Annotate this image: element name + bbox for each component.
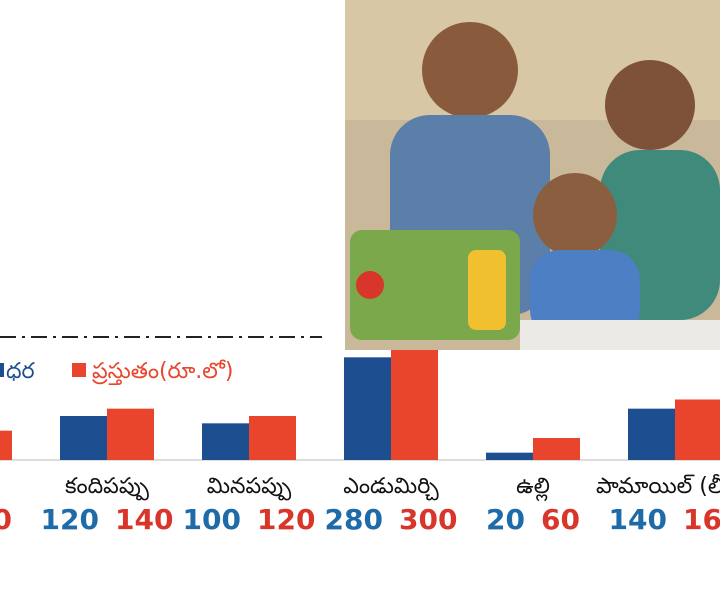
bar bbox=[0, 430, 12, 460]
papers bbox=[520, 320, 720, 350]
legend-label: ప్రస్తుతం(రూ.లో) bbox=[92, 359, 234, 385]
bar bbox=[391, 349, 438, 460]
legend-swatch bbox=[0, 363, 4, 377]
bar bbox=[60, 415, 107, 460]
value-label: 300 bbox=[399, 503, 457, 536]
oil-bottle bbox=[468, 250, 506, 330]
girl-dress bbox=[530, 250, 640, 340]
category-label: ఉల్లి bbox=[516, 474, 550, 502]
value-label: 60 bbox=[541, 503, 580, 536]
value-label: 120 bbox=[257, 503, 315, 536]
value-label: 80 bbox=[0, 503, 12, 536]
girl-head bbox=[533, 173, 617, 257]
woman-head bbox=[605, 60, 695, 150]
value-label: 140 bbox=[609, 503, 667, 536]
bar bbox=[486, 452, 533, 460]
bar bbox=[344, 357, 391, 460]
tomato bbox=[356, 271, 384, 299]
man-head bbox=[422, 22, 518, 118]
value-label: 120 bbox=[41, 503, 99, 536]
category-label: మినపప్పు bbox=[207, 474, 292, 501]
bar bbox=[675, 399, 720, 460]
category-label: ఎండుమిర్చి bbox=[343, 474, 439, 501]
bar bbox=[533, 437, 580, 460]
bar bbox=[202, 423, 249, 460]
value-label: 165 bbox=[683, 503, 720, 536]
bar bbox=[249, 415, 296, 460]
legend-label: ధర bbox=[6, 359, 36, 384]
value-label: 280 bbox=[325, 503, 383, 536]
category-label: కందిపప్పు bbox=[65, 474, 149, 501]
value-label: 140 bbox=[115, 503, 173, 536]
value-label: 20 bbox=[486, 503, 525, 536]
value-label: 100 bbox=[183, 503, 241, 536]
bar bbox=[107, 408, 154, 460]
bar bbox=[628, 408, 675, 460]
legend-swatch bbox=[72, 363, 86, 377]
photo bbox=[345, 0, 720, 350]
category-label: పామాయిల్ (లీటర bbox=[596, 474, 720, 499]
